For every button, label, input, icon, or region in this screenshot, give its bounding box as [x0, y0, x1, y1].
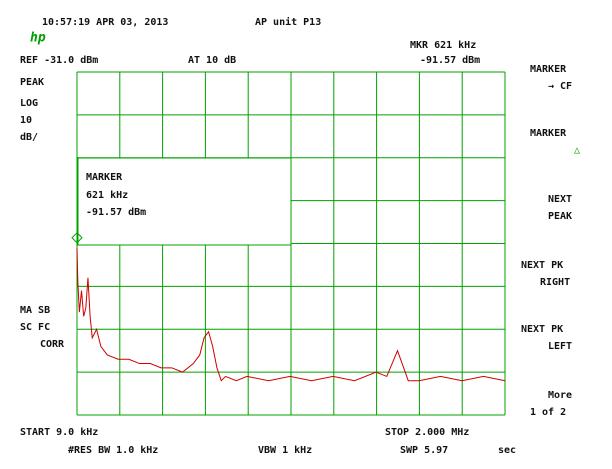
datetime: 10:57:19 APR 03, 2013: [42, 17, 168, 28]
trace: [76, 247, 506, 382]
softkey[interactable]: NEXT PK: [521, 260, 563, 271]
softkey[interactable]: NEXT: [548, 194, 572, 205]
div-unit: dB/: [20, 132, 38, 143]
marker-freq: MKR 621 kHz: [410, 40, 476, 51]
ma-sb: MA SB: [20, 305, 50, 316]
softkey[interactable]: △: [574, 145, 580, 156]
marker-level: -91.57 dBm: [420, 55, 480, 66]
marker-box: [77, 157, 292, 246]
softkey[interactable]: LEFT: [548, 341, 572, 352]
unit-label: AP unit P13: [255, 16, 321, 28]
softkey[interactable]: MARKER: [530, 64, 567, 75]
softkey[interactable]: More: [548, 390, 572, 401]
sweep-unit: sec: [498, 445, 516, 456]
vbw: VBW 1 kHz: [258, 445, 312, 456]
softkey[interactable]: MARKER: [530, 128, 567, 139]
marker-diamond: [71, 232, 83, 244]
marker-box-text: MARKER: [86, 172, 123, 183]
softkey[interactable]: RIGHT: [540, 277, 570, 288]
softkey[interactable]: NEXT PK: [521, 324, 563, 335]
softkey[interactable]: → CF: [548, 81, 572, 92]
plot-area: MARKER 621 kHz -91.57 dBm: [71, 71, 506, 416]
div: 10: [20, 115, 32, 126]
start-freq: START 9.0 kHz: [20, 427, 98, 438]
softkey[interactable]: 1 of 2: [530, 407, 566, 418]
scale: LOG: [20, 98, 38, 109]
stop-freq: STOP 2.000 MHz: [385, 427, 469, 438]
detector: PEAK: [20, 77, 44, 88]
marker-box-text: -91.57 dBm: [86, 207, 146, 218]
rbw: #RES BW 1.0 kHz: [68, 445, 158, 456]
marker-box-text: 621 kHz: [86, 190, 128, 201]
corr: CORR: [40, 339, 65, 350]
attenuation: AT 10 dB: [188, 55, 236, 66]
ref-level: REF -31.0 dBm: [20, 55, 98, 66]
sc-fc: SC FC: [20, 322, 50, 333]
logo: hp: [30, 31, 46, 46]
softkey[interactable]: PEAK: [548, 211, 572, 222]
sweep: SWP 5.97: [400, 445, 448, 456]
